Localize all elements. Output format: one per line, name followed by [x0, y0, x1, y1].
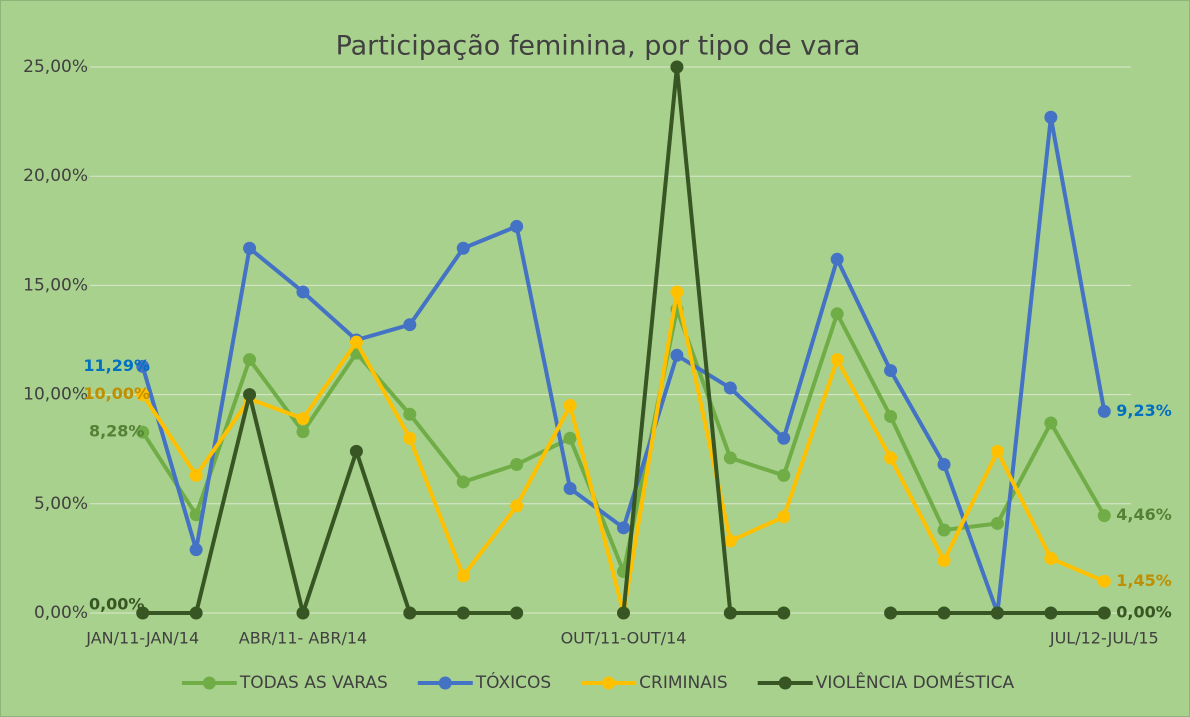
data-point	[830, 353, 844, 367]
data-point	[937, 457, 951, 471]
data-point	[296, 606, 310, 620]
data-point	[349, 444, 363, 458]
data-point	[777, 468, 791, 482]
data-point	[1044, 606, 1058, 620]
data-label: 0,00%	[1116, 603, 1172, 622]
data-point	[296, 412, 310, 426]
data-point	[189, 543, 203, 557]
data-point	[670, 60, 684, 74]
data-point	[1097, 574, 1111, 588]
data-point	[403, 407, 417, 421]
data-point	[777, 606, 791, 620]
data-point	[1044, 551, 1058, 565]
data-point	[777, 431, 791, 445]
data-point	[884, 606, 898, 620]
data-point	[510, 606, 524, 620]
data-point	[136, 425, 150, 439]
data-point	[296, 425, 310, 439]
legend-marker	[438, 676, 452, 690]
data-label: 4,46%	[1116, 505, 1172, 524]
data-label: 11,29%	[83, 356, 150, 375]
data-label: 1,45%	[1116, 571, 1172, 590]
data-label: 0,00%	[89, 595, 145, 614]
data-point	[884, 451, 898, 465]
data-point	[456, 569, 470, 583]
data-point	[563, 482, 577, 496]
data-point	[456, 241, 470, 255]
data-point	[937, 606, 951, 620]
data-point	[456, 475, 470, 489]
data-point	[670, 348, 684, 362]
data-point	[510, 219, 524, 233]
data-point	[723, 534, 737, 548]
data-point	[777, 510, 791, 524]
data-point	[189, 606, 203, 620]
y-tick-label: 15,00%	[23, 275, 88, 295]
data-label: 8,28%	[89, 422, 145, 441]
data-point	[136, 388, 150, 402]
y-tick-label: 0,00%	[34, 603, 88, 623]
data-point	[617, 606, 630, 620]
data-point	[189, 468, 203, 482]
data-point	[830, 307, 844, 321]
data-point	[617, 521, 630, 535]
data-point	[189, 508, 203, 522]
data-point	[884, 409, 898, 423]
data-point	[1097, 509, 1111, 523]
data-point	[1044, 110, 1058, 124]
data-point	[136, 359, 150, 373]
data-point	[403, 606, 417, 620]
data-point	[1097, 606, 1111, 620]
x-tick-label: JAN/11-JAN/14	[85, 629, 199, 648]
legend-label: VIOLÊNCIA DOMÉSTICA	[816, 671, 1015, 693]
y-tick-label: 25,00%	[23, 57, 88, 77]
data-point	[990, 444, 1004, 458]
legend-marker	[602, 676, 616, 690]
legend-label: TODAS AS VARAS	[239, 673, 388, 693]
x-tick-label: OUT/11-OUT/14	[561, 629, 687, 648]
y-tick-label: 20,00%	[23, 166, 88, 186]
data-point	[723, 451, 737, 465]
data-point	[296, 285, 310, 299]
data-point	[510, 499, 524, 513]
data-point	[723, 606, 737, 620]
data-point	[510, 457, 524, 471]
legend: TODAS AS VARAS TÓXICOS CRIMINAIS VIOLÊNCIA …	[181, 671, 1015, 693]
data-point	[456, 606, 470, 620]
data-point	[937, 523, 951, 537]
x-tick-label: JUL/12-JUL/15	[1049, 629, 1159, 648]
data-point	[1097, 404, 1111, 418]
data-point	[723, 381, 737, 395]
data-label: 9,23%	[1116, 401, 1172, 420]
data-point	[884, 364, 898, 378]
data-point	[990, 606, 1004, 620]
data-point	[830, 252, 844, 266]
y-tick-label: 5,00%	[34, 494, 88, 514]
data-point	[243, 388, 257, 402]
x-tick-label: ABR/11- ABR/14	[239, 629, 367, 648]
data-point	[403, 431, 417, 445]
data-point	[243, 353, 257, 367]
data-point	[403, 318, 417, 332]
data-point	[670, 285, 684, 299]
data-point	[563, 431, 577, 445]
data-point	[563, 399, 577, 413]
chart-title: Participação feminina, por tipo de vara	[336, 31, 861, 62]
legend-marker	[778, 676, 792, 690]
y-tick-label: 10,00%	[23, 385, 88, 405]
data-point	[1044, 416, 1058, 430]
data-label: 10,00%	[83, 384, 150, 403]
data-point	[349, 335, 363, 349]
data-point	[937, 554, 951, 568]
data-point	[243, 241, 257, 255]
data-point	[136, 606, 150, 620]
data-point	[990, 516, 1004, 530]
legend-marker	[202, 676, 216, 690]
legend-label: TÓXICOS	[475, 671, 551, 693]
legend-label: CRIMINAIS	[639, 673, 728, 693]
